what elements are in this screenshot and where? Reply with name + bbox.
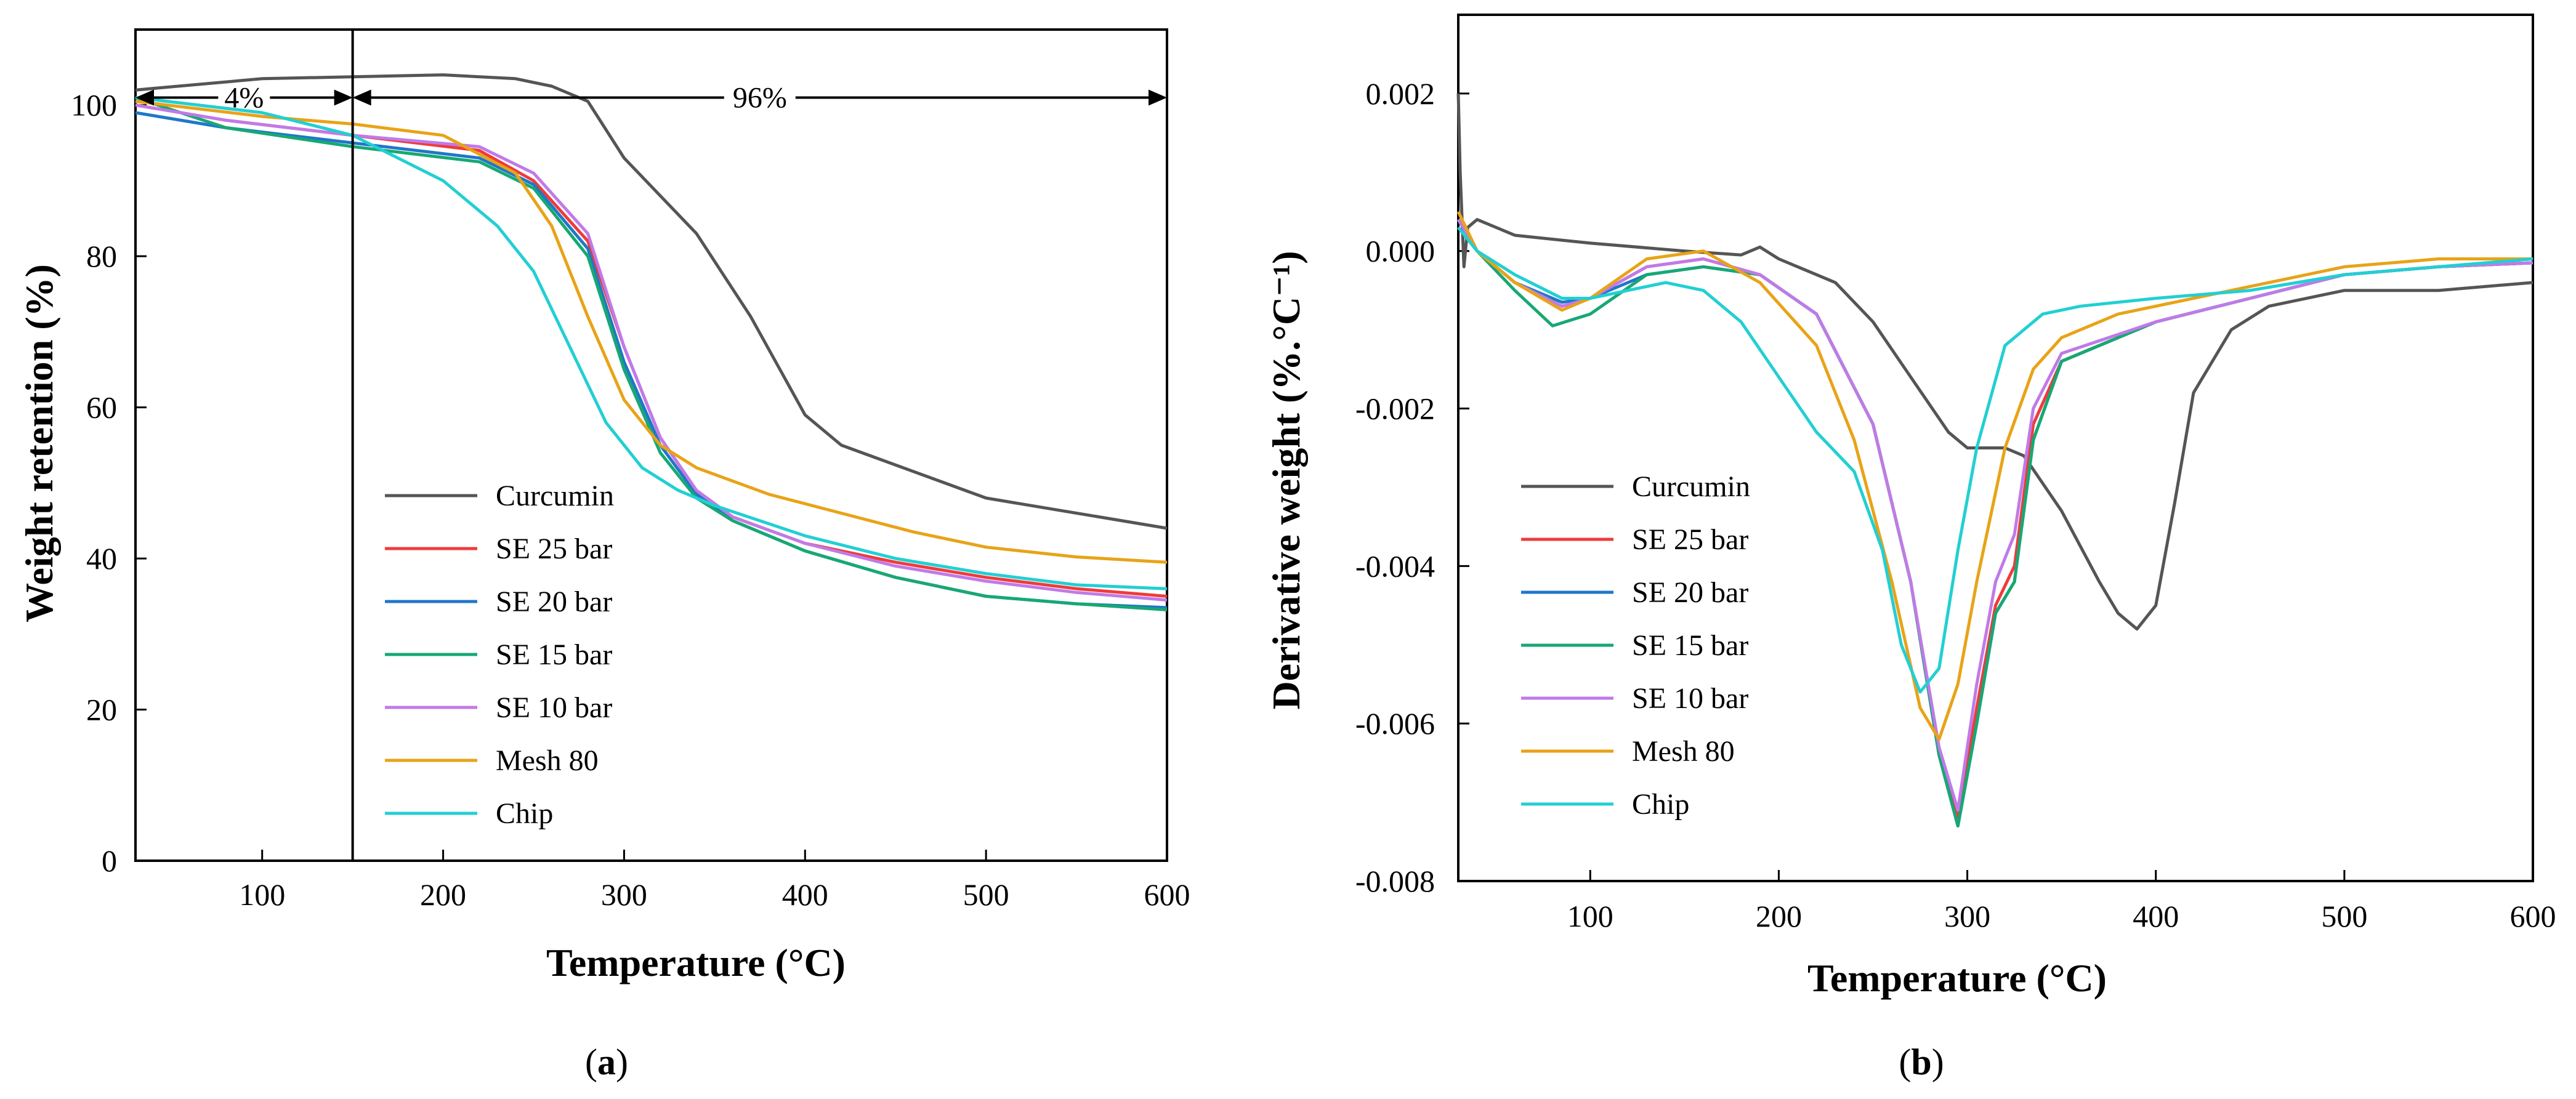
panel-b-legend-label: Curcumin — [1632, 470, 1750, 503]
panel-a-x-tick-label: 600 — [1144, 877, 1190, 912]
panel-b-x-tick-label: 400 — [2133, 899, 2179, 933]
panel-b-legend-label: SE 20 bar — [1632, 576, 1748, 609]
panel-a-y-tick-labels: 0 20 40 60 80 100 — [71, 88, 117, 878]
panel-a-y-tick-label: 0 — [102, 843, 117, 878]
panel-b-label: (b) — [1899, 1042, 1944, 1082]
panel-a-x-tick-label: 500 — [963, 877, 1009, 912]
panel-a-series-line-chip — [135, 96, 1168, 590]
panel-a-legend-label: Mesh 80 — [496, 744, 599, 777]
panel-a-x-tick-label: 200 — [420, 877, 466, 912]
panel-a-plot-frame — [134, 28, 1168, 862]
panel-a-y-axis-label: Weight retention (%) — [17, 264, 61, 622]
panel-b: 100 200 300 400 500 600 -0.008-0.006-0.004-0.… — [1264, 14, 2556, 1082]
panel-a-series-line-se-25-bar — [135, 103, 1168, 598]
annotation-percentage-label: 96% — [733, 81, 787, 114]
panel-b-legend: Curcumin SE 25 bar SE 20 bar SE 15 bar SE 10… — [1521, 470, 1750, 821]
panel-b-x-tick-label: 300 — [1944, 899, 1990, 933]
panel-b-x-tick-label: 100 — [1567, 899, 1613, 933]
panel-b-series-line-chip — [1457, 226, 2534, 694]
panel-b-legend-label: Chip — [1632, 788, 1689, 821]
panel-a-label: (a) — [585, 1042, 628, 1082]
panel-b-legend-label: SE 25 bar — [1632, 523, 1748, 556]
panel-a-label-letter: a — [597, 1042, 616, 1082]
panel-a-x-tick-label: 300 — [601, 877, 647, 912]
panel-a-series-line-curcumin — [135, 73, 1168, 530]
panel-a-x-axis-label: Temperature (°C) — [546, 941, 846, 984]
panel-a-label-open-paren: ( — [585, 1042, 597, 1082]
panel-b-y-tick-label: -0.004 — [1355, 549, 1435, 583]
panel-b-series-line-se-15-bar — [1456, 219, 2534, 827]
panel-a-legend-label: SE 20 bar — [496, 586, 612, 618]
panel-a: 4% 96% 100 200 300 400 500 600 0 20 40 60 80 100 Te… — [17, 28, 1190, 1082]
panel-a-legend-label: SE 15 bar — [496, 638, 612, 671]
panel-a-y-tick-label: 40 — [86, 541, 117, 576]
panel-b-y-tick-label: 0.002 — [1366, 76, 1435, 111]
panel-b-plot-frame — [1457, 14, 2534, 882]
arrowhead-left-icon — [135, 89, 154, 106]
panel-b-label-open-paren: ( — [1899, 1042, 1911, 1082]
panel-a-series-line-se-15-bar — [135, 96, 1168, 611]
panel-a-y-tick-label: 60 — [86, 390, 117, 425]
panel-b-series-line-se-10-bar — [1456, 219, 2534, 812]
arrowhead-left-icon — [352, 89, 371, 106]
panel-b-y-tick-label: -0.006 — [1355, 706, 1435, 741]
panel-a-legend-label: SE 10 bar — [496, 691, 612, 724]
panel-a-y-tick-label: 20 — [86, 693, 117, 727]
panel-b-series-line-curcumin — [1456, 93, 2534, 631]
panel-b-series-line-se-20-bar — [1457, 226, 2534, 827]
panel-b-legend-label: SE 15 bar — [1632, 629, 1748, 662]
panel-b-x-tick-labels: 100 200 300 400 500 600 — [1567, 899, 2556, 933]
panel-a-y-tick-label: 80 — [86, 239, 117, 273]
panel-a-legend-label: SE 25 bar — [496, 533, 612, 565]
panel-b-x-tick-label: 500 — [2321, 899, 2367, 933]
annotation-percentage-label: 4% — [224, 81, 264, 114]
panel-b-series — [1456, 93, 2534, 827]
panel-a-series-line-se-10-bar — [135, 103, 1168, 602]
panel-a-annotations: 4% 96% — [135, 81, 1167, 114]
panel-a-y-tick-label: 100 — [71, 88, 117, 123]
panel-b-series-line-se-25-bar — [1456, 219, 2534, 820]
panel-b-y-tick-label: 0.000 — [1366, 234, 1435, 268]
arrowhead-right-icon — [334, 89, 353, 106]
panel-a-legend-label: Chip — [496, 797, 553, 830]
panel-a-x-tick-label: 100 — [239, 877, 285, 912]
panel-b-x-axis-label: Temperature (°C) — [1807, 956, 2107, 1000]
panel-b-label-letter: b — [1911, 1042, 1931, 1082]
panel-b-y-axis-label: Derivative weight (%.°C⁻¹) — [1264, 251, 1308, 709]
panel-b-label-close-paren: ) — [1932, 1042, 1944, 1082]
panel-a-legend: Curcumin SE 25 bar SE 20 bar SE 15 bar SE 10… — [385, 480, 614, 830]
panel-b-series-line-mesh-80 — [1456, 211, 2533, 741]
panel-a-series — [135, 73, 1168, 611]
panel-b-legend-label: Mesh 80 — [1632, 735, 1735, 768]
panel-a-ticks — [135, 104, 1168, 862]
arrowhead-right-icon — [1149, 89, 1167, 106]
panel-a-series-line-mesh-80 — [135, 100, 1168, 564]
panel-a-x-tick-label: 400 — [782, 877, 828, 912]
panel-b-y-tick-label: -0.002 — [1355, 392, 1435, 426]
panel-b-x-tick-label: 200 — [1756, 899, 1802, 933]
panel-b-y-tick-labels: -0.008 -0.006 -0.004 -0.002 0.000 0.002 — [1355, 76, 1435, 898]
panel-b-y-tick-label: -0.008 — [1355, 864, 1435, 898]
panel-a-label-close-paren: ) — [616, 1042, 628, 1082]
panel-a-x-tick-labels: 100 200 300 400 500 600 — [239, 877, 1190, 912]
panel-b-x-tick-label: 600 — [2510, 899, 2556, 933]
panel-a-legend-label: Curcumin — [496, 480, 614, 512]
panel-b-legend-label: SE 10 bar — [1632, 682, 1748, 715]
